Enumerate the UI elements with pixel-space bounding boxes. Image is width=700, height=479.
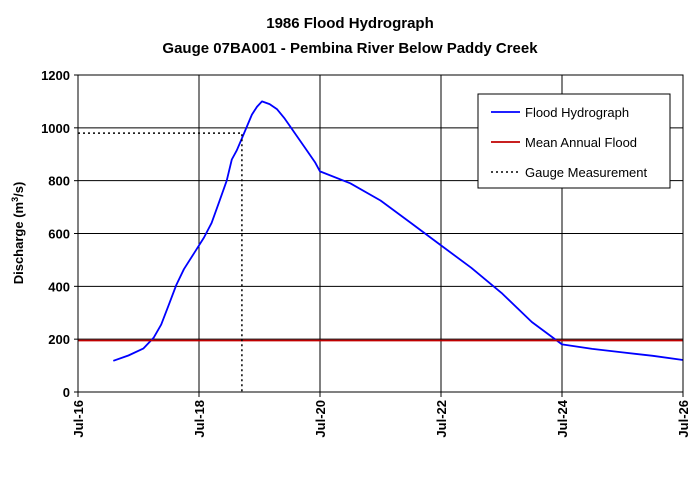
y-axis-ticks: 0 200 400 600 800 1000 1200: [41, 68, 78, 400]
y-axis-label: Discharge (m3/s): [10, 182, 26, 285]
legend: Flood Hydrograph Mean Annual Flood Gauge…: [477, 93, 671, 189]
y-tick-label: 200: [48, 332, 70, 347]
y-axis-label-superscript: 3: [10, 197, 20, 202]
legend-label-hydrograph: Flood Hydrograph: [525, 105, 629, 120]
gauge-measurement-line: [78, 132, 243, 392]
series-layer: [78, 100, 684, 392]
x-tick-label: Jul-18: [192, 400, 207, 438]
x-tick-label: Jul-26: [676, 400, 691, 438]
y-tick-label: 400: [48, 279, 70, 294]
y-tick-label: 1200: [41, 68, 70, 83]
x-tick-label: Jul-20: [313, 400, 328, 438]
legend-label-measurement: Gauge Measurement: [525, 165, 648, 180]
legend-box: [477, 93, 671, 189]
y-tick-label: 1000: [41, 121, 70, 136]
chart-title: 1986 Flood Hydrograph: [266, 15, 434, 32]
x-tick-label: Jul-24: [555, 399, 570, 437]
x-tick-label: Jul-16: [71, 400, 86, 438]
legend-label-mean-flood: Mean Annual Flood: [525, 135, 637, 150]
x-axis-ticks: Jul-16 Jul-18 Jul-20 Jul-22 Jul-24 Jul-26: [71, 392, 691, 438]
y-tick-label: 800: [48, 174, 70, 189]
x-tick-label: Jul-22: [434, 400, 449, 438]
y-tick-label: 0: [63, 385, 70, 400]
chart-subtitle: Gauge 07BA001 - Pembina River Below Padd…: [162, 40, 538, 57]
hydrograph-line: [113, 100, 684, 362]
y-tick-label: 600: [48, 227, 70, 242]
